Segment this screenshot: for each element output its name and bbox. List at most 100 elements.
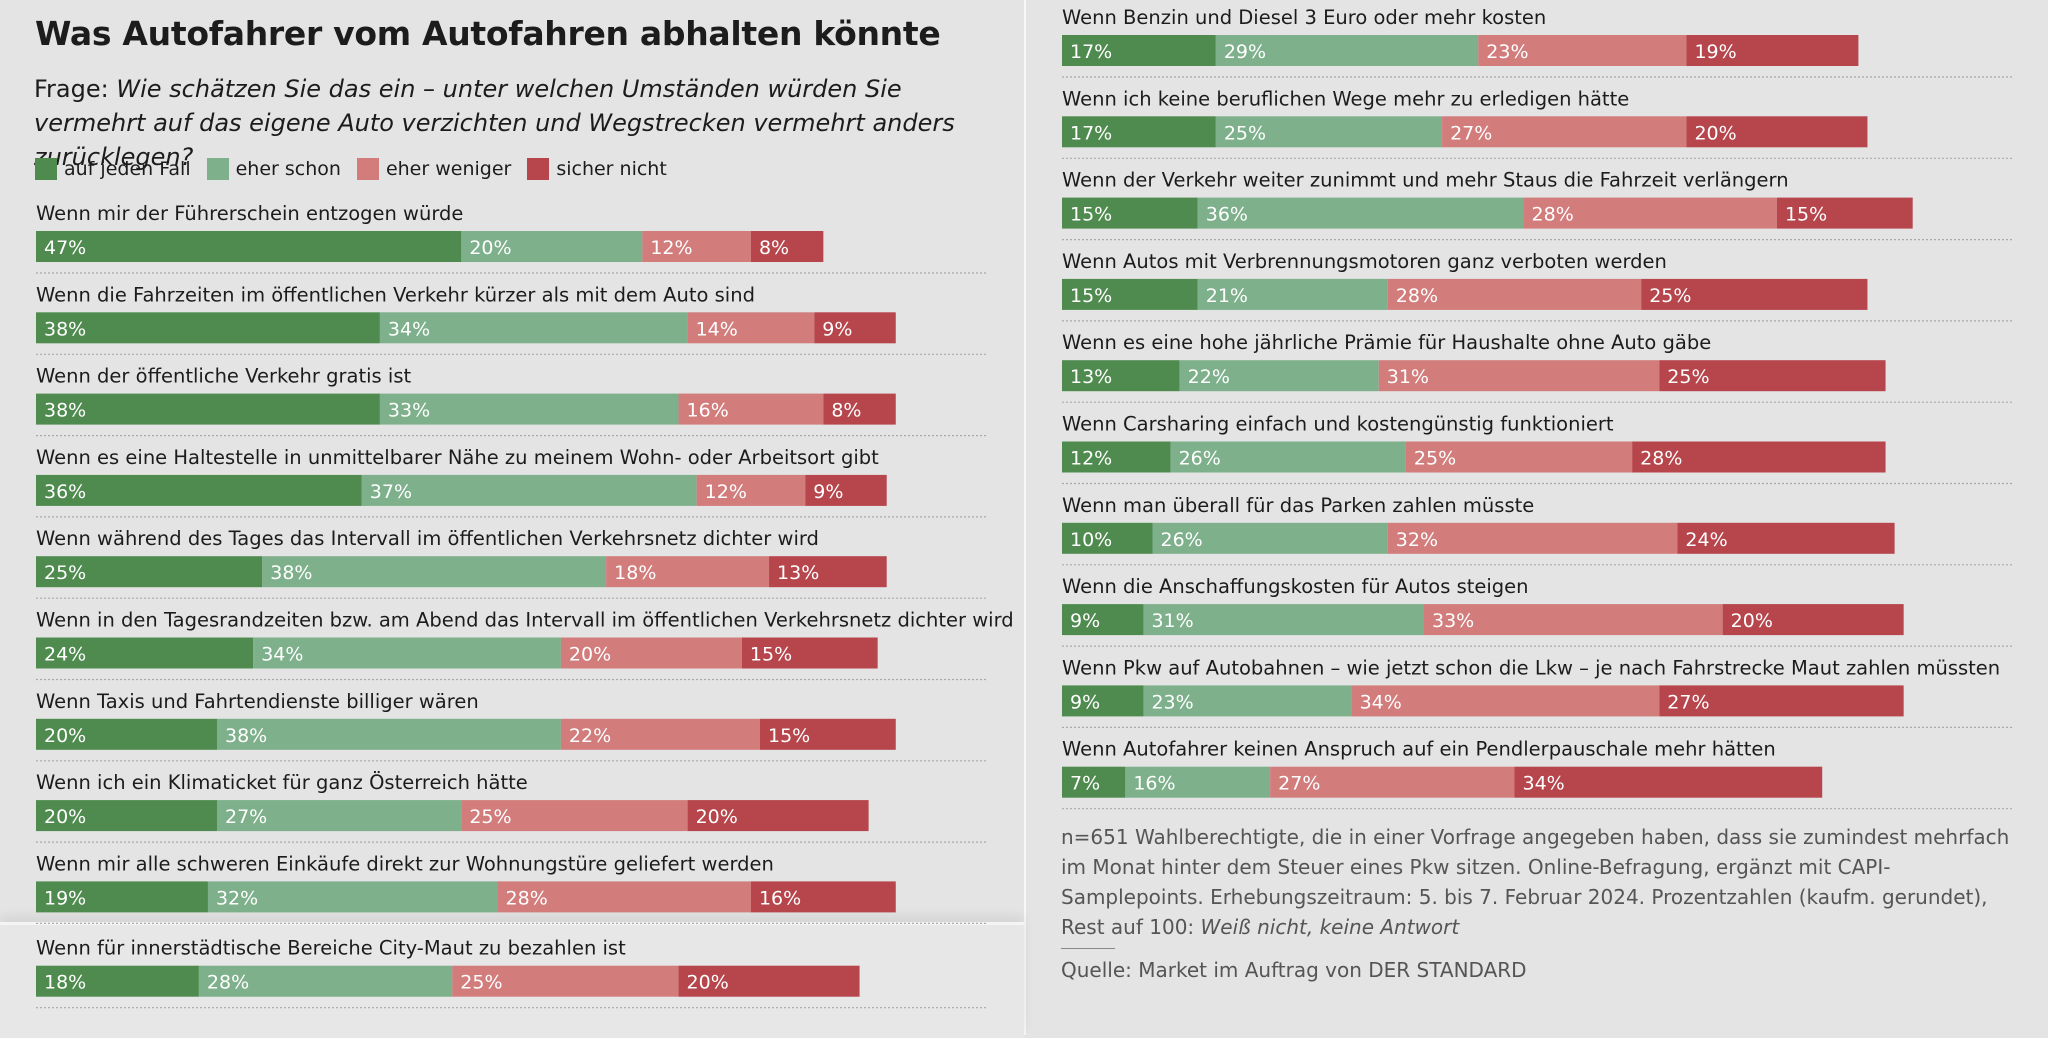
data-label: 27%: [1667, 691, 1709, 713]
bar-segment-eher-schon: [461, 231, 643, 262]
row-label: Wenn die Fahrzeiten im öffentlichen Verk…: [36, 283, 755, 306]
data-label: 19%: [44, 887, 86, 909]
data-label: 9%: [813, 481, 843, 503]
row-label: Wenn während des Tages das Intervall im …: [36, 527, 819, 550]
bar-segment-sicher-nicht: [1632, 441, 1886, 473]
bar-segment-sicher-nicht: [741, 637, 878, 669]
data-label: 31%: [1151, 610, 1193, 632]
data-label: 24%: [44, 644, 86, 666]
data-label: 13%: [1070, 366, 1112, 388]
data-label: 20%: [44, 725, 86, 747]
bar-segment-auf-jeden-Fall: [1062, 35, 1216, 66]
bar-segment-eher-weniger: [1424, 604, 1723, 636]
data-label: 34%: [1523, 773, 1565, 795]
bar-segment-auf-jeden-Fall: [1062, 116, 1216, 148]
bar-segment-sicher-nicht: [1641, 278, 1868, 310]
data-label: 38%: [44, 318, 86, 340]
row-label: Wenn Autos mit Verbrennungsmotoren ganz …: [1062, 250, 1667, 273]
row-label: Wenn die Anschaffungskosten für Autos st…: [1062, 575, 1529, 598]
row-label: Wenn der öffentliche Verkehr gratis ist: [36, 365, 411, 388]
bar-segment-auf-jeden-Fall: [1062, 360, 1180, 392]
data-label: 36%: [44, 481, 86, 503]
data-label: 8%: [831, 400, 861, 422]
methodology-note: n=651 Wahlberechtigte, die in einer Vorf…: [1061, 822, 2021, 942]
data-label: 34%: [388, 318, 430, 340]
bar-segment-eher-weniger: [1478, 35, 1687, 66]
bar-segment-sicher-nicht: [678, 965, 860, 997]
bar-segment-auf-jeden-Fall: [1062, 522, 1153, 554]
data-label: 31%: [1387, 366, 1429, 388]
bar-segment-auf-jeden-Fall: [36, 800, 217, 832]
data-label: 21%: [1206, 285, 1248, 307]
data-label: 12%: [705, 481, 747, 503]
row-label: Wenn Autofahrer keinen Anspruch auf ein …: [1062, 738, 1776, 761]
legend: auf jeden Fall eher schon eher weniger s…: [35, 158, 683, 180]
data-label: 27%: [225, 806, 267, 828]
data-label: 33%: [388, 400, 430, 422]
data-label: 33%: [1432, 610, 1474, 632]
data-label: 20%: [1694, 122, 1736, 144]
data-label: 16%: [687, 400, 729, 422]
bar-segment-eher-weniger: [1378, 360, 1660, 392]
bar-segment-eher-weniger: [560, 637, 742, 669]
data-label: 15%: [768, 725, 810, 747]
data-label: 38%: [44, 400, 86, 422]
question-prefix: Frage:: [34, 75, 117, 103]
row-label: Wenn Benzin und Diesel 3 Euro oder mehr …: [1062, 6, 1546, 29]
row-label: Wenn ich ein Klimaticket für ganz Österr…: [36, 771, 528, 794]
data-label: 25%: [1649, 285, 1691, 307]
data-label: 7%: [1070, 773, 1100, 795]
footer-rule: [1061, 948, 1115, 949]
bar-segment-sicher-nicht: [687, 800, 869, 832]
bar-segment-eher-weniger: [1405, 441, 1633, 473]
bar-segment-eher-schon: [1143, 604, 1424, 636]
row-label: Wenn der Verkehr weiter zunimmt und mehr…: [1062, 169, 1789, 192]
bar-segment-sicher-nicht: [823, 393, 896, 425]
chart-row: Wenn die Fahrzeiten im öffentlichen Verk…: [36, 283, 986, 355]
bar-segment-auf-jeden-Fall: [36, 881, 208, 913]
bar-segment-eher-weniger: [1270, 766, 1515, 798]
data-label: 23%: [1486, 41, 1528, 63]
data-label: 28%: [1396, 285, 1438, 307]
data-label: 10%: [1070, 529, 1112, 551]
data-label: 8%: [759, 237, 789, 259]
bar-segment-sicher-nicht: [814, 312, 896, 344]
chart-row: Wenn Carsharing einfach und kostengünsti…: [1062, 413, 2012, 485]
data-label: 28%: [1532, 204, 1574, 226]
data-label: 20%: [469, 237, 511, 259]
chart-row: Wenn Autos mit Verbrennungsmotoren ganz …: [1062, 250, 2012, 322]
bar-segment-eher-schon: [262, 556, 607, 588]
bar-segment-eher-weniger: [642, 231, 751, 262]
bar-segment-eher-schon: [1125, 766, 1271, 798]
bar-segment-eher-schon: [1179, 360, 1379, 392]
bar-segment-auf-jeden-Fall: [1062, 766, 1126, 798]
bar-segment-auf-jeden-Fall: [1062, 604, 1144, 636]
chart-row: Wenn mir alle schweren Einkäufe direkt z…: [36, 852, 986, 925]
chart-row: Wenn ich keine beruflichen Wege mehr zu …: [1062, 87, 2012, 159]
data-label: 17%: [1070, 41, 1112, 63]
bar-segment-auf-jeden-Fall: [36, 556, 263, 588]
legend-label: eher schon: [235, 158, 341, 180]
chart-row: Wenn in den Tagesrandzeiten bzw. am Aben…: [36, 609, 1014, 681]
row-label: Wenn in den Tagesrandzeiten bzw. am Aben…: [36, 609, 1014, 632]
bar-segment-eher-schon: [217, 718, 561, 750]
bar-segment-eher-weniger: [1387, 278, 1642, 310]
data-label: 9%: [1070, 691, 1100, 713]
bar-segment-eher-schon: [198, 965, 453, 997]
data-label: 32%: [216, 887, 258, 909]
legend-label: auf jeden Fall: [64, 158, 191, 180]
legend-item-auf-jeden-fall: auf jeden Fall: [35, 158, 191, 180]
chart-row: Wenn Taxis und Fahrtendienste billiger w…: [36, 690, 986, 762]
data-label: 25%: [1414, 448, 1456, 470]
bar-segment-eher-schon: [217, 800, 462, 832]
data-label: 18%: [44, 972, 86, 994]
bar-segment-sicher-nicht: [1686, 116, 1868, 148]
chart-row: Wenn Pkw auf Autobahnen – wie jetzt scho…: [1062, 656, 2012, 729]
data-label: 15%: [1785, 204, 1827, 226]
bar-segment-eher-schon: [1215, 35, 1479, 66]
data-label: 32%: [1396, 529, 1438, 551]
bar-segment-auf-jeden-Fall: [1062, 441, 1171, 473]
data-label: 28%: [506, 887, 548, 909]
chart-row: Wenn es eine Haltestelle in unmittelbare…: [36, 446, 986, 518]
bar-segment-sicher-nicht: [805, 474, 887, 506]
